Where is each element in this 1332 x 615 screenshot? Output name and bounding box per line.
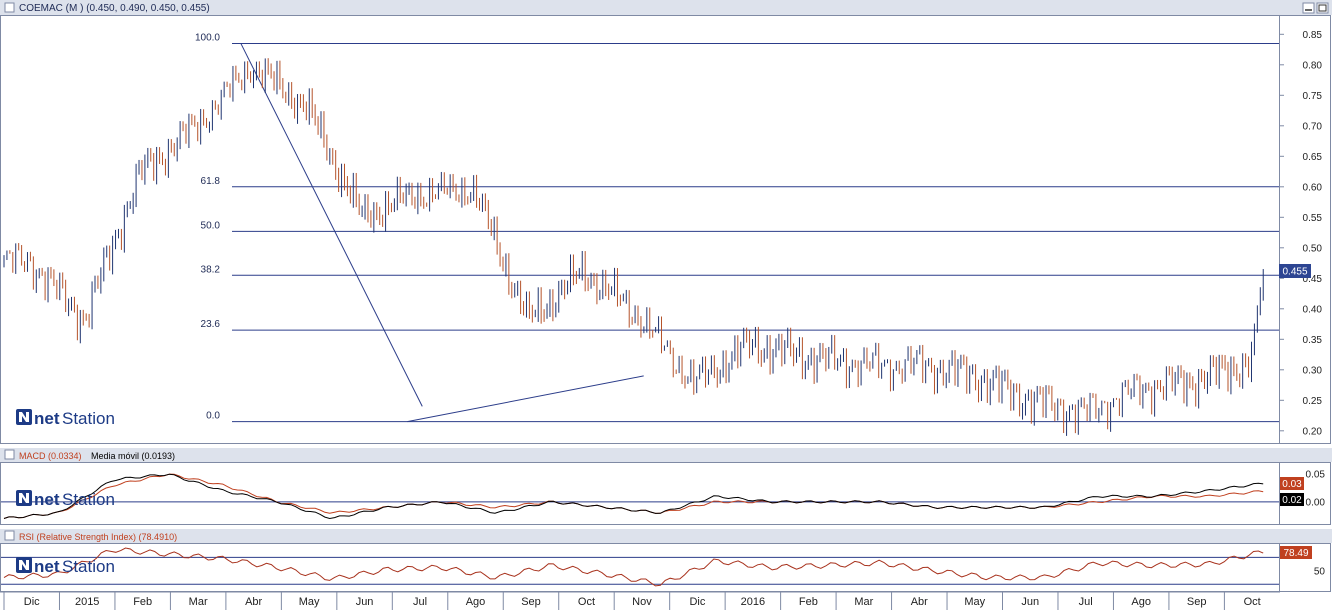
y-tick-label: 0.60: [1303, 182, 1323, 193]
x-axis-band: [0, 592, 1332, 610]
x-tick-label: Jun: [356, 596, 374, 608]
fib-level-label: 23.6: [201, 319, 221, 330]
last-price-label: 0.455: [1279, 264, 1311, 278]
macd-y-tick-label: 0.05: [1306, 470, 1326, 481]
price-frame: [0, 15, 1331, 444]
x-tick-label: Abr: [245, 596, 262, 608]
price-panel-title: COEMAC (M ) (0.450, 0.490, 0.450, 0.455): [19, 3, 210, 14]
panel-menu-icon[interactable]: [4, 2, 15, 13]
signal-value-badge: 0.02: [1280, 493, 1304, 506]
rsi-header-label: RSI (Relative Strength Index) (78.4910): [19, 532, 177, 542]
macd-badge-value: 0.03: [1282, 479, 1302, 490]
macd-y-axis: 0.05 0.00: [1306, 470, 1326, 509]
signal-header-label: Media móvil (0.0193): [91, 451, 175, 461]
macd-frame: [0, 462, 1331, 525]
y-tick-label: 0.40: [1303, 304, 1323, 315]
y-tick-label: 0.25: [1303, 396, 1323, 407]
y-tick-label: 0.75: [1303, 91, 1323, 102]
x-tick-label: Feb: [133, 596, 152, 608]
x-tick-label: Mar: [854, 596, 873, 608]
rsi-line: [3, 547, 1264, 587]
price-bars: [3, 58, 1264, 436]
y-tick-label: 0.80: [1303, 60, 1323, 71]
x-tick-label: Jul: [1079, 596, 1093, 608]
x-tick-label: Feb: [799, 596, 818, 608]
fib-level-label: 38.2: [201, 264, 221, 275]
macd-y-tick-label: 0.00: [1306, 497, 1326, 508]
x-tick-label: Dic: [24, 596, 40, 608]
y-tick-label: 0.85: [1303, 30, 1323, 41]
rsi-y-tick-label: 50: [1314, 566, 1326, 577]
maximize-icon[interactable]: [1316, 2, 1329, 14]
y-tick-label: 0.35: [1303, 335, 1323, 346]
x-tick-label: 2016: [741, 596, 765, 608]
netstation-logo-net: net: [34, 409, 60, 428]
fib-level-label: 61.8: [201, 176, 221, 187]
netstation-logo: net Station: [16, 409, 115, 428]
y-tick-label: 0.45: [1303, 274, 1323, 285]
y-tick-label: 0.50: [1303, 243, 1323, 254]
netstation-logo-station: Station: [62, 490, 115, 509]
fib-level-label: 100.0: [195, 32, 220, 43]
x-tick-label: Ago: [466, 596, 486, 608]
macd-header-label: MACD (0.0334): [19, 451, 82, 461]
rsi-panel-header: [0, 529, 1332, 543]
minimize-icon[interactable]: [1302, 2, 1315, 14]
x-tick-label: Sep: [1187, 596, 1207, 608]
panel-menu-icon[interactable]: [4, 530, 15, 541]
fib-level-label: 50.0: [201, 220, 221, 231]
price-panel: COEMAC (M ) (0.450, 0.490, 0.450, 0.455)…: [0, 0, 1332, 444]
signal-badge-value: 0.02: [1282, 495, 1302, 506]
x-axis-labels: Dic 2015 Feb Mar Abr May Jun Jul Ago Sep Oct Nov Dic…: [3, 592, 1261, 610]
trendlines: [240, 43, 644, 423]
x-tick-label: Mar: [189, 596, 208, 608]
fib-level-label: 0.0: [206, 411, 220, 422]
macd-panel-header: [0, 448, 1332, 462]
rsi-badge-value: 78.49: [1283, 548, 1308, 559]
macd-line: [3, 473, 1264, 520]
y-tick-label: 0.55: [1303, 213, 1323, 224]
last-price-value: 0.455: [1282, 267, 1307, 278]
netstation-logo-rsi: net Station: [16, 557, 115, 576]
panel-menu-icon[interactable]: [4, 449, 15, 460]
rsi-frame: [0, 543, 1331, 592]
x-tick-label: May: [299, 596, 320, 608]
y-tick-label: 0.65: [1303, 152, 1323, 163]
x-tick-label: Jul: [413, 596, 427, 608]
x-axis: Dic 2015 Feb Mar Abr May Jun Jul Ago Sep Oct Nov Dic…: [0, 591, 1332, 610]
x-tick-label: Nov: [632, 596, 652, 608]
macd-value-badge: 0.03: [1280, 477, 1304, 490]
rsi-lines: [1, 547, 1279, 587]
macd-panel: MACD (0.0334) Media móvil (0.0193) 0.050…: [0, 448, 1332, 525]
trendline: [407, 375, 644, 423]
x-tick-label: Oct: [578, 596, 595, 608]
y-tick-label: 0.30: [1303, 365, 1323, 376]
x-tick-label: Jun: [1021, 596, 1039, 608]
price-panel-header: [0, 0, 1332, 15]
x-tick-label: Oct: [1244, 596, 1261, 608]
x-tick-label: Ago: [1131, 596, 1151, 608]
price-y-axis: 0.85 0.80 0.75 0.70 0.65 0.60 0.55 0.50 0.45 0.40…: [1279, 30, 1323, 437]
rsi-value-badge: 78.49: [1280, 546, 1312, 559]
x-tick-label: Abr: [911, 596, 928, 608]
x-tick-label: May: [964, 596, 985, 608]
x-tick-label: 2015: [75, 596, 99, 608]
netstation-logo-station: Station: [62, 557, 115, 576]
x-tick-label: Dic: [689, 596, 705, 608]
netstation-logo-station: Station: [62, 409, 115, 428]
trendline: [240, 43, 423, 407]
y-tick-label: 0.20: [1303, 426, 1323, 437]
x-tick-label: Sep: [521, 596, 541, 608]
rsi-panel: RSI (Relative Strength Index) (78.4910) …: [0, 529, 1332, 592]
netstation-logo-net: net: [34, 557, 60, 576]
y-tick-label: 0.70: [1303, 121, 1323, 132]
netstation-logo-net: net: [34, 490, 60, 509]
macd-lines: [1, 473, 1279, 520]
rsi-y-axis: 50: [1314, 566, 1326, 577]
netstation-logo-macd: net Station: [16, 490, 115, 509]
